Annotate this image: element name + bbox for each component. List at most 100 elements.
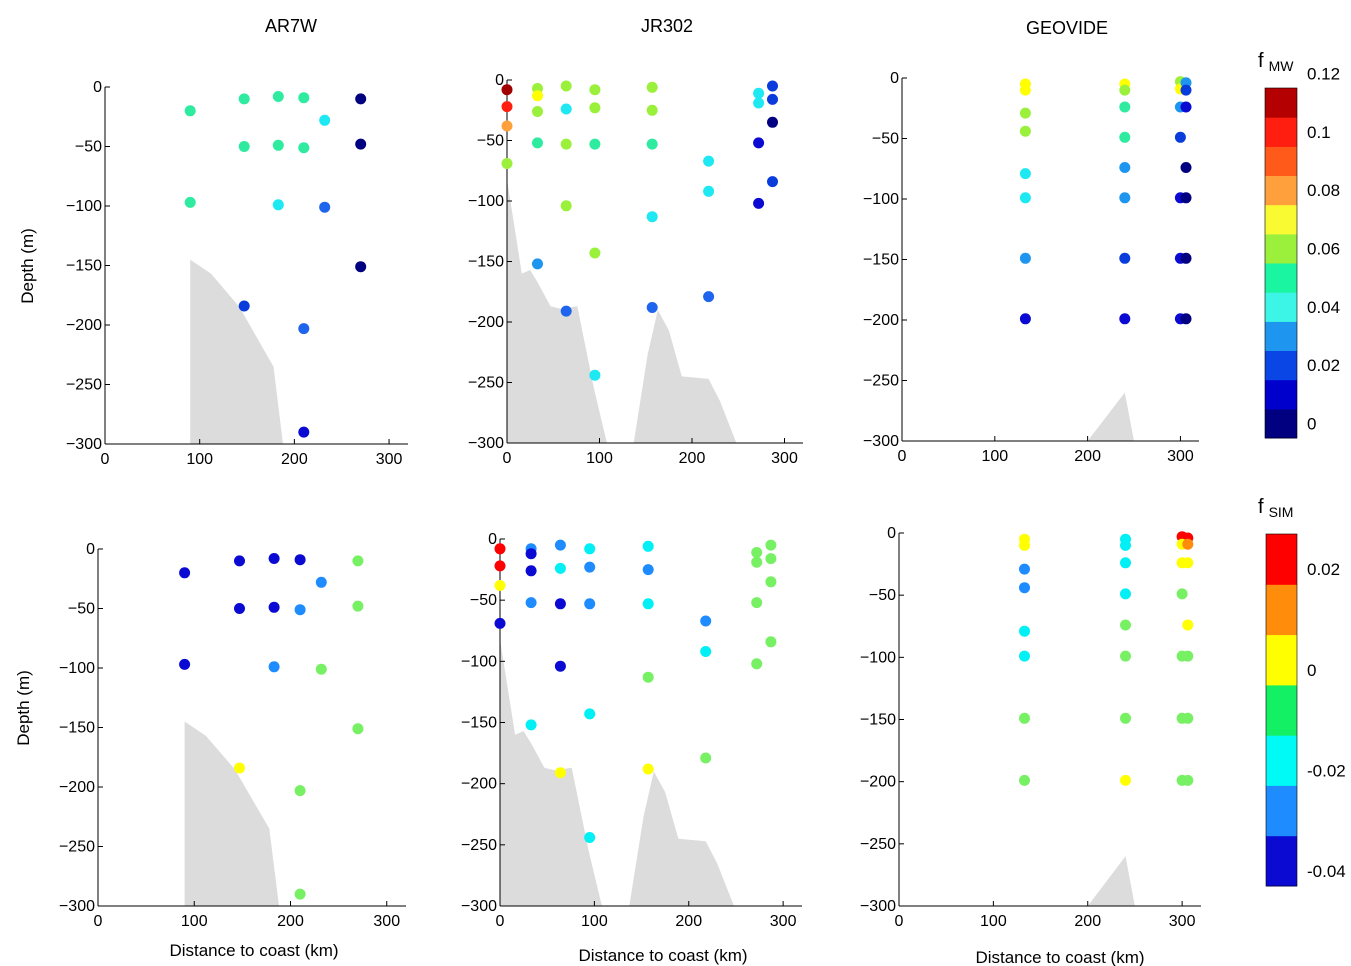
y-tick-label: −150: [468, 254, 504, 271]
x-tick-label: 300: [376, 451, 403, 468]
data-point: [1182, 619, 1194, 631]
colorbar-segment: [1265, 379, 1297, 410]
data-point: [584, 543, 596, 555]
data-point: [753, 97, 765, 109]
y-tick-label: −50: [470, 592, 497, 609]
x-tick-label: 300: [770, 913, 797, 930]
data-point: [268, 601, 280, 613]
data-point: [525, 565, 537, 577]
data-point: [1019, 625, 1030, 637]
data-point: [1019, 563, 1030, 575]
data-point: [751, 597, 763, 609]
data-point: [646, 138, 658, 150]
colorbar-tick-label: 0.06: [1307, 239, 1340, 258]
data-point: [355, 93, 367, 105]
data-point: [767, 93, 778, 105]
y-tick-label: −300: [863, 433, 899, 450]
data-point: [589, 138, 601, 150]
data-point: [1182, 712, 1194, 724]
data-point: [1019, 168, 1031, 180]
data-point: [584, 832, 596, 843]
colorbar-tick-label: 0.1: [1307, 123, 1331, 142]
data-point: [179, 567, 191, 579]
data-point: [589, 102, 601, 114]
data-point: [1019, 774, 1030, 786]
y-tick-label: −250: [66, 377, 102, 394]
data-point: [494, 560, 506, 572]
data-point: [234, 555, 245, 567]
y-tick-label: −150: [860, 712, 896, 729]
y-tick-label: 0: [890, 70, 899, 87]
y-tick-label: −200: [461, 776, 497, 793]
data-point: [584, 708, 596, 720]
x-tick-label: 0: [94, 913, 103, 930]
colorbar-segment: [1266, 835, 1297, 887]
data-point: [753, 137, 765, 149]
data-point: [1119, 192, 1131, 204]
y-tick-label: −100: [860, 649, 896, 666]
x-tick-label: 200: [679, 450, 706, 467]
colorbar-fsim-title: f SIM: [1258, 496, 1293, 520]
bathymetry-shape: [500, 639, 734, 906]
data-point: [355, 261, 367, 273]
x-tick-label: 0: [503, 450, 512, 467]
y-tick-label: −100: [863, 191, 899, 208]
colorbar-segment: [1265, 204, 1297, 235]
data-point: [315, 663, 327, 675]
data-point: [525, 548, 537, 560]
data-point: [532, 258, 543, 270]
data-point: [268, 661, 280, 673]
y-tick-label: −100: [461, 653, 497, 670]
y-tick-label: −300: [468, 435, 504, 452]
data-point: [767, 176, 778, 188]
data-point: [1019, 539, 1030, 551]
data-point: [1120, 588, 1131, 600]
y-tick-label: −300: [66, 436, 102, 453]
data-point: [560, 305, 572, 317]
y-tick-label: 0: [495, 72, 504, 89]
y-tick-label: −250: [468, 375, 504, 392]
bathymetry-shape: [1087, 856, 1135, 906]
x-tick-label: 200: [1074, 913, 1101, 930]
x-tick-label: 0: [101, 451, 110, 468]
data-point: [532, 137, 543, 149]
data-point: [1019, 313, 1031, 325]
colorbar-segment: [1265, 88, 1297, 118]
colorbar-segment: [1266, 634, 1297, 686]
data-point: [494, 543, 506, 555]
colorbar-tick-label: 0.02: [1307, 356, 1340, 375]
x-tick-label: 100: [186, 451, 213, 468]
data-point: [294, 604, 306, 616]
data-point: [560, 138, 572, 150]
x-tick-label: 0: [496, 913, 505, 930]
data-point: [319, 201, 331, 213]
data-point: [298, 426, 310, 438]
data-point: [238, 300, 250, 312]
data-point: [700, 752, 712, 764]
data-point: [294, 554, 306, 566]
y-tick-label: −300: [860, 898, 896, 915]
y-tick-label: −50: [75, 139, 102, 156]
colorbar-frame: [1265, 533, 1298, 887]
data-point: [1120, 774, 1131, 786]
x-tick-label: 0: [895, 913, 904, 930]
data-point: [294, 888, 306, 900]
bathymetry-shape: [507, 179, 737, 443]
data-point: [554, 660, 566, 672]
x-tick-label: 100: [980, 913, 1007, 930]
y-tick-label: 0: [86, 541, 95, 558]
data-point: [1120, 557, 1131, 569]
data-point: [1182, 557, 1194, 569]
bathymetry-shape: [184, 721, 279, 906]
data-point: [532, 90, 543, 102]
colorbar-frame: [1264, 87, 1298, 439]
colorbar-segment: [1266, 584, 1297, 636]
data-point: [1019, 252, 1031, 264]
data-point: [1119, 162, 1131, 173]
data-point: [1019, 107, 1031, 119]
colorbar-tick-label: 0.02: [1307, 560, 1340, 579]
colorbar-segment: [1265, 408, 1297, 439]
